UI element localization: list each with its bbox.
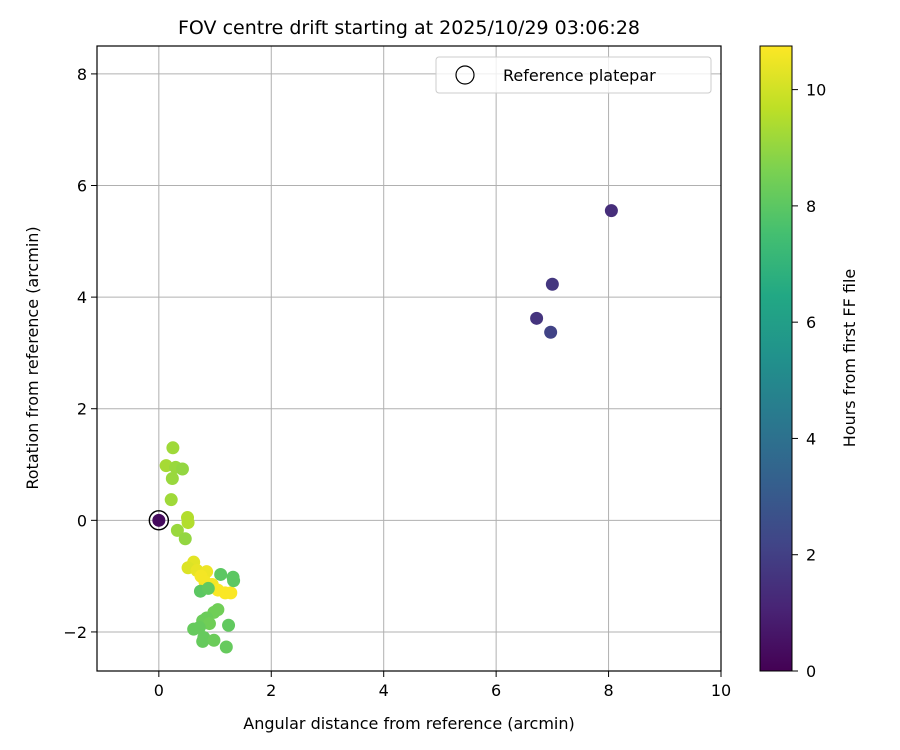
data-point	[164, 493, 178, 507]
y-tick-label: 8	[77, 65, 87, 84]
x-tick-label: 2	[266, 681, 276, 700]
colorbar-ticks: 0 2 4 6 8 10	[792, 81, 826, 681]
data-point	[214, 567, 228, 581]
colorbar-gradient	[760, 46, 792, 671]
y-axis-label: Rotation from reference (arcmin)	[23, 226, 42, 489]
colorbar-tick-label: 0	[806, 662, 816, 681]
colorbar-tick-label: 2	[806, 546, 816, 565]
legend-marker-reference	[455, 65, 475, 85]
data-point	[201, 581, 215, 595]
data-point	[219, 640, 233, 654]
y-tick-label: −2	[63, 623, 87, 642]
legend: Reference platepar	[435, 56, 712, 94]
y-tick-label: 4	[77, 288, 87, 307]
colorbar-tick-label: 4	[806, 429, 816, 448]
data-point	[196, 634, 210, 648]
colorbar-tick-label: 8	[806, 197, 816, 216]
plot-frame	[96, 45, 722, 672]
data-point	[192, 620, 206, 634]
data-point	[224, 586, 238, 600]
data-point	[545, 277, 559, 291]
y-tick-label: 6	[77, 177, 87, 196]
x-axis-label: Angular distance from reference (arcmin)	[243, 714, 574, 733]
data-point	[175, 462, 189, 476]
y-axis-ticks: −2 0 2 4 6 8	[63, 65, 97, 642]
colorbar-tick-label: 10	[806, 81, 826, 100]
x-tick-label: 0	[154, 681, 164, 700]
gridlines	[97, 46, 722, 671]
data-point	[530, 311, 544, 325]
y-tick-label: 0	[77, 511, 87, 530]
y-tick-label: 2	[77, 400, 87, 419]
x-axis-ticks: 0 2 4 6 8 10	[154, 671, 731, 700]
reference-platepar-marker	[148, 510, 170, 531]
x-tick-label: 10	[711, 681, 731, 700]
data-point	[604, 204, 618, 218]
colorbar-tick-label: 6	[806, 313, 816, 332]
legend-box	[435, 56, 712, 94]
data-point	[170, 523, 184, 537]
x-tick-label: 6	[491, 681, 501, 700]
data-point	[178, 532, 192, 546]
data-point	[159, 459, 173, 473]
colorbar: 0 2 4 6 8 10 Hours from first FF file	[759, 45, 859, 681]
data-point	[152, 513, 166, 527]
colorbar-label: Hours from first FF file	[840, 269, 859, 448]
data-point	[166, 441, 180, 455]
data-point	[181, 516, 195, 530]
data-point	[544, 325, 558, 339]
legend-label-reference: Reference platepar	[503, 66, 656, 85]
x-tick-label: 8	[603, 681, 613, 700]
data-point	[202, 617, 216, 631]
x-tick-label: 4	[379, 681, 389, 700]
chart-title: FOV centre drift starting at 2025/10/29 …	[178, 17, 640, 39]
data-point	[165, 471, 179, 485]
data-point	[207, 633, 221, 647]
data-point	[227, 574, 241, 588]
data-point	[222, 618, 236, 632]
colorbar-frame	[759, 45, 793, 672]
data-points	[148, 204, 618, 654]
